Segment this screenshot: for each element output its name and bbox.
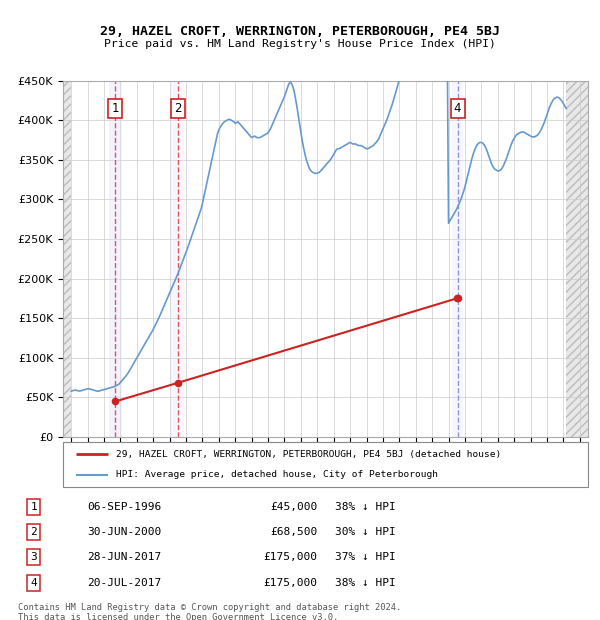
Text: 28-JUN-2017: 28-JUN-2017 [87,552,161,562]
Text: Contains HM Land Registry data © Crown copyright and database right 2024.: Contains HM Land Registry data © Crown c… [18,603,401,612]
Text: 06-SEP-1996: 06-SEP-1996 [87,502,161,512]
Bar [566,81,588,437]
Text: Price paid vs. HM Land Registry's House Price Index (HPI): Price paid vs. HM Land Registry's House … [104,39,496,49]
Point [453,293,463,303]
Text: This data is licensed under the Open Government Licence v3.0.: This data is licensed under the Open Gov… [18,613,338,620]
Point [452,293,461,303]
Text: £68,500: £68,500 [270,527,317,537]
Text: 4: 4 [31,578,37,588]
Text: £45,000: £45,000 [270,502,317,512]
Bar [171,81,184,437]
Text: 20-JUL-2017: 20-JUL-2017 [87,578,161,588]
Text: HPI: Average price, detached house, City of Peterborough: HPI: Average price, detached house, City… [115,470,437,479]
Text: 30% ↓ HPI: 30% ↓ HPI [335,527,395,537]
Text: 38% ↓ HPI: 38% ↓ HPI [335,578,395,588]
Text: £175,000: £175,000 [263,578,317,588]
Text: 37% ↓ HPI: 37% ↓ HPI [335,552,395,562]
Point [173,378,182,388]
Bar [452,81,463,437]
Text: 4: 4 [454,102,461,115]
Text: 38% ↓ HPI: 38% ↓ HPI [335,502,395,512]
Text: 29, HAZEL CROFT, WERRINGTON, PETERBOROUGH, PE4 5BJ: 29, HAZEL CROFT, WERRINGTON, PETERBOROUG… [100,25,500,38]
Bar [63,81,71,437]
Point [110,397,120,407]
Text: 1: 1 [112,102,119,115]
Text: £175,000: £175,000 [263,552,317,562]
Bar [109,81,122,437]
Text: 30-JUN-2000: 30-JUN-2000 [87,527,161,537]
Text: 2: 2 [174,102,182,115]
Text: 3: 3 [31,552,37,562]
Text: 29, HAZEL CROFT, WERRINGTON, PETERBOROUGH, PE4 5BJ (detached house): 29, HAZEL CROFT, WERRINGTON, PETERBOROUG… [115,450,501,459]
Text: 1: 1 [31,502,37,512]
Text: 2: 2 [31,527,37,537]
FancyBboxPatch shape [63,442,588,487]
